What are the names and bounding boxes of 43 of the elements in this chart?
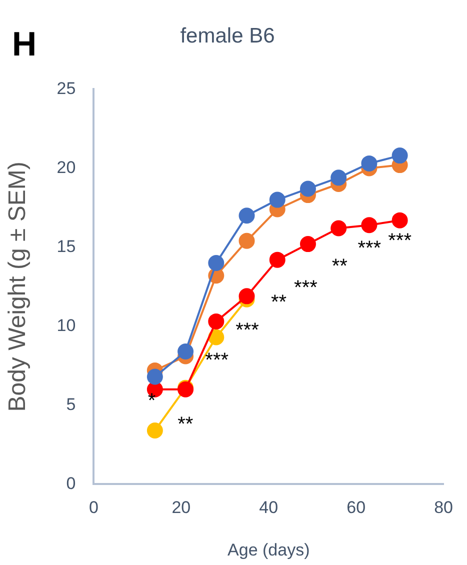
annotation: ** (178, 413, 194, 436)
annotation: *** (358, 238, 382, 260)
x-axis-title: Age (days) (228, 540, 310, 560)
point (361, 155, 378, 172)
annotation: *** (205, 349, 229, 372)
point (208, 255, 224, 271)
x-tick-label: 80 (434, 498, 454, 518)
point (392, 148, 408, 164)
x-tick-label: 40 (259, 498, 278, 518)
y-tick-label: 10 (56, 316, 76, 335)
y-tick-label: 20 (56, 158, 76, 177)
point (330, 170, 347, 186)
x-tick-label: 0 (88, 498, 98, 518)
x-tick-label: 60 (346, 498, 366, 518)
point (146, 368, 163, 385)
point (208, 329, 224, 346)
y-tick-label: 25 (56, 78, 76, 98)
annotation: ** (332, 255, 348, 278)
annotation: *** (388, 230, 412, 252)
point (269, 192, 286, 208)
point (361, 217, 378, 234)
chart-title: female B6 (180, 24, 275, 48)
annotation: *** (294, 277, 318, 300)
y-tick-label: 15 (56, 236, 76, 256)
point (146, 422, 163, 438)
y-axis-title: Body Weight (g ± SEM) (4, 162, 32, 412)
point (392, 212, 408, 228)
point (300, 236, 316, 252)
point (330, 220, 347, 236)
annotation: * (148, 390, 156, 412)
point (269, 252, 286, 268)
annotation: *** (236, 319, 260, 342)
point (238, 288, 255, 304)
annotation: ** (270, 291, 287, 314)
x-tick-label: 20 (172, 498, 191, 518)
y-tick-label: 0 (66, 474, 76, 493)
text: H (12, 25, 37, 64)
point (300, 180, 316, 197)
point (238, 232, 255, 249)
point (178, 343, 194, 360)
y-tick-label: 5 (66, 394, 76, 414)
point (208, 313, 224, 330)
point (238, 208, 255, 224)
